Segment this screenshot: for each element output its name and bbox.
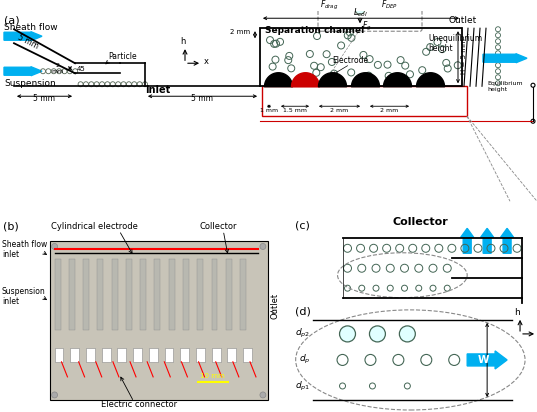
Text: 5 mm: 5 mm: [191, 94, 213, 103]
Bar: [227, 348, 236, 362]
Circle shape: [260, 243, 266, 249]
Text: Separation channel: Separation channel: [265, 26, 364, 35]
Text: Sheath flow: Sheath flow: [4, 23, 57, 32]
Circle shape: [260, 392, 266, 398]
Text: 2 mm: 2 mm: [330, 108, 349, 113]
Text: $F_{drag}$: $F_{drag}$: [320, 0, 338, 12]
Bar: [212, 260, 217, 330]
Text: Inlet: Inlet: [145, 85, 170, 95]
Text: $d_p$: $d_p$: [299, 353, 310, 367]
Text: h: h: [514, 308, 520, 317]
Bar: [118, 348, 126, 362]
Bar: [155, 260, 161, 330]
FancyArrow shape: [4, 67, 42, 76]
Text: 45: 45: [77, 66, 86, 72]
Text: $d_{p1}$: $d_{p1}$: [295, 379, 310, 393]
Text: (a): (a): [4, 15, 20, 25]
Bar: [140, 260, 146, 330]
Bar: [240, 260, 246, 330]
Text: x: x: [204, 57, 209, 66]
Circle shape: [400, 326, 415, 342]
Bar: [133, 348, 142, 362]
Text: Sheath flow
inlet: Sheath flow inlet: [2, 240, 47, 259]
Text: Outlet: Outlet: [270, 293, 279, 319]
Bar: [55, 260, 61, 330]
Text: Collector: Collector: [200, 222, 237, 232]
Text: (b): (b): [3, 221, 19, 232]
Bar: [101, 348, 111, 362]
FancyArrow shape: [483, 54, 527, 63]
FancyArrow shape: [461, 228, 474, 253]
Text: Particle: Particle: [108, 52, 136, 61]
Text: $F_{DEP}$: $F_{DEP}$: [381, 0, 398, 11]
Text: 1.5 mm: 1.5 mm: [283, 108, 307, 113]
Text: 10 mm: 10 mm: [200, 373, 225, 379]
Bar: [55, 348, 63, 362]
Bar: [212, 348, 221, 362]
Bar: [112, 260, 118, 330]
Bar: [197, 260, 203, 330]
FancyArrow shape: [4, 32, 42, 41]
Bar: [169, 260, 175, 330]
Bar: [86, 348, 95, 362]
Circle shape: [52, 243, 57, 249]
Bar: [196, 348, 205, 362]
Circle shape: [339, 326, 355, 342]
Text: 5 mm: 5 mm: [33, 94, 55, 103]
Text: 5 mm: 5 mm: [16, 33, 40, 51]
Text: W: W: [477, 355, 489, 365]
Bar: [69, 260, 75, 330]
Bar: [149, 348, 158, 362]
Text: Electric connector: Electric connector: [101, 400, 177, 409]
Circle shape: [369, 326, 386, 342]
Text: 1 mm: 1 mm: [260, 108, 278, 113]
Text: 2
mm: 2 mm: [51, 63, 63, 74]
Bar: [226, 260, 232, 330]
Bar: [164, 348, 173, 362]
Text: (c): (c): [295, 220, 309, 230]
Text: Equilibrium
height: Equilibrium height: [487, 82, 523, 92]
Circle shape: [52, 392, 57, 398]
Bar: [126, 260, 132, 330]
Text: Unequilibrium
height: Unequilibrium height: [428, 34, 482, 53]
Text: Electrode: Electrode: [332, 56, 368, 65]
Text: Outlet: Outlet: [449, 16, 477, 25]
FancyArrow shape: [467, 351, 507, 369]
Bar: [260, 28, 462, 86]
Bar: [97, 260, 103, 330]
Bar: [180, 348, 189, 362]
Bar: [262, 86, 467, 116]
Text: Cylindrical electrode: Cylindrical electrode: [51, 222, 137, 232]
Text: Suspension: Suspension: [4, 79, 56, 88]
Text: H = 5 mm: H = 5 mm: [461, 38, 467, 74]
Circle shape: [355, 4, 365, 14]
Text: Collector: Collector: [393, 218, 448, 227]
Text: $d_{p2}$: $d_{p2}$: [295, 328, 310, 340]
Text: (d): (d): [295, 307, 310, 317]
Text: 2 mm: 2 mm: [380, 108, 398, 113]
FancyArrow shape: [500, 228, 513, 253]
Text: $L_{col}$: $L_{col}$: [353, 6, 368, 19]
Text: Suspension
inlet: Suspension inlet: [2, 287, 46, 306]
Text: $F_g$: $F_g$: [362, 20, 372, 33]
Bar: [83, 260, 89, 330]
Bar: [70, 348, 79, 362]
Bar: [183, 260, 189, 330]
Bar: [49, 241, 268, 400]
FancyArrow shape: [481, 228, 494, 253]
Text: 2 mm: 2 mm: [230, 29, 250, 35]
Bar: [243, 348, 252, 362]
Text: h: h: [180, 37, 185, 46]
